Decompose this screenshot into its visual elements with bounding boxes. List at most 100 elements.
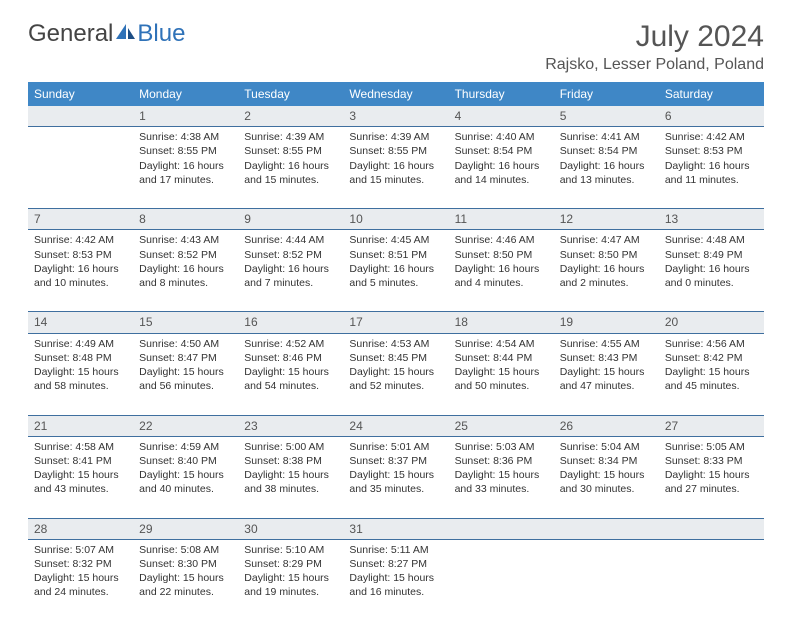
daylight-text-1: Daylight: 15 hours xyxy=(244,468,337,482)
daylight-text-2: and 0 minutes. xyxy=(665,276,758,290)
day-data-cell xyxy=(28,127,133,209)
weekday-header: Thursday xyxy=(449,82,554,106)
daylight-text-1: Daylight: 15 hours xyxy=(34,571,127,585)
day-number-cell: 12 xyxy=(554,209,659,230)
sunrise-text: Sunrise: 4:49 AM xyxy=(34,337,127,351)
day-data-cell: Sunrise: 4:42 AMSunset: 8:53 PMDaylight:… xyxy=(659,127,764,209)
sunrise-text: Sunrise: 5:04 AM xyxy=(560,440,653,454)
day-number-cell: 16 xyxy=(238,312,343,333)
daylight-text-2: and 2 minutes. xyxy=(560,276,653,290)
daylight-text-1: Daylight: 15 hours xyxy=(349,468,442,482)
day-data-row: Sunrise: 4:58 AMSunset: 8:41 PMDaylight:… xyxy=(28,436,764,518)
day-number-cell: 11 xyxy=(449,209,554,230)
weekday-header: Monday xyxy=(133,82,238,106)
sunset-text: Sunset: 8:51 PM xyxy=(349,248,442,262)
sunrise-text: Sunrise: 4:50 AM xyxy=(139,337,232,351)
sunrise-text: Sunrise: 4:42 AM xyxy=(34,233,127,247)
daylight-text-1: Daylight: 16 hours xyxy=(455,262,548,276)
daylight-text-1: Daylight: 16 hours xyxy=(560,262,653,276)
sunrise-text: Sunrise: 4:47 AM xyxy=(560,233,653,247)
sunrise-text: Sunrise: 4:44 AM xyxy=(244,233,337,247)
daylight-text-1: Daylight: 15 hours xyxy=(244,571,337,585)
day-number-cell: 5 xyxy=(554,106,659,127)
sunrise-text: Sunrise: 4:58 AM xyxy=(34,440,127,454)
sunset-text: Sunset: 8:43 PM xyxy=(560,351,653,365)
day-number-row: 78910111213 xyxy=(28,209,764,230)
day-number-row: 14151617181920 xyxy=(28,312,764,333)
daylight-text-2: and 11 minutes. xyxy=(665,173,758,187)
day-number-cell: 4 xyxy=(449,106,554,127)
logo-text-2: Blue xyxy=(137,20,185,48)
sunset-text: Sunset: 8:40 PM xyxy=(139,454,232,468)
day-data-cell: Sunrise: 4:59 AMSunset: 8:40 PMDaylight:… xyxy=(133,436,238,518)
day-data-cell: Sunrise: 4:49 AMSunset: 8:48 PMDaylight:… xyxy=(28,333,133,415)
sunset-text: Sunset: 8:54 PM xyxy=(560,144,653,158)
day-data-cell: Sunrise: 4:45 AMSunset: 8:51 PMDaylight:… xyxy=(343,230,448,312)
daylight-text-1: Daylight: 16 hours xyxy=(349,262,442,276)
sunrise-text: Sunrise: 4:48 AM xyxy=(665,233,758,247)
daylight-text-1: Daylight: 15 hours xyxy=(560,468,653,482)
day-number-cell: 14 xyxy=(28,312,133,333)
page-header: General Blue July 2024 Rajsko, Lesser Po… xyxy=(28,20,764,74)
sunrise-text: Sunrise: 4:43 AM xyxy=(139,233,232,247)
day-data-cell: Sunrise: 4:54 AMSunset: 8:44 PMDaylight:… xyxy=(449,333,554,415)
day-data-row: Sunrise: 4:42 AMSunset: 8:53 PMDaylight:… xyxy=(28,230,764,312)
daylight-text-1: Daylight: 16 hours xyxy=(349,159,442,173)
day-data-row: Sunrise: 5:07 AMSunset: 8:32 PMDaylight:… xyxy=(28,539,764,621)
daylight-text-2: and 47 minutes. xyxy=(560,379,653,393)
day-data-cell xyxy=(554,539,659,621)
day-number-cell: 1 xyxy=(133,106,238,127)
day-number-cell: 27 xyxy=(659,415,764,436)
daylight-text-1: Daylight: 16 hours xyxy=(139,159,232,173)
sunrise-text: Sunrise: 4:41 AM xyxy=(560,130,653,144)
daylight-text-2: and 56 minutes. xyxy=(139,379,232,393)
sunset-text: Sunset: 8:45 PM xyxy=(349,351,442,365)
sunrise-text: Sunrise: 4:40 AM xyxy=(455,130,548,144)
daylight-text-2: and 5 minutes. xyxy=(349,276,442,290)
day-number-cell: 9 xyxy=(238,209,343,230)
daylight-text-1: Daylight: 16 hours xyxy=(244,159,337,173)
weekday-header: Friday xyxy=(554,82,659,106)
daylight-text-2: and 14 minutes. xyxy=(455,173,548,187)
sunrise-text: Sunrise: 4:56 AM xyxy=(665,337,758,351)
daylight-text-2: and 7 minutes. xyxy=(244,276,337,290)
sunrise-text: Sunrise: 4:53 AM xyxy=(349,337,442,351)
day-data-cell: Sunrise: 5:10 AMSunset: 8:29 PMDaylight:… xyxy=(238,539,343,621)
daylight-text-1: Daylight: 15 hours xyxy=(34,365,127,379)
weekday-header: Saturday xyxy=(659,82,764,106)
daylight-text-1: Daylight: 16 hours xyxy=(244,262,337,276)
daylight-text-1: Daylight: 16 hours xyxy=(665,262,758,276)
logo: General Blue xyxy=(28,20,185,48)
daylight-text-1: Daylight: 15 hours xyxy=(34,468,127,482)
sunset-text: Sunset: 8:55 PM xyxy=(139,144,232,158)
sunrise-text: Sunrise: 4:46 AM xyxy=(455,233,548,247)
sunset-text: Sunset: 8:37 PM xyxy=(349,454,442,468)
day-number-cell: 21 xyxy=(28,415,133,436)
day-data-cell: Sunrise: 4:39 AMSunset: 8:55 PMDaylight:… xyxy=(238,127,343,209)
sunset-text: Sunset: 8:29 PM xyxy=(244,557,337,571)
day-data-cell: Sunrise: 5:07 AMSunset: 8:32 PMDaylight:… xyxy=(28,539,133,621)
sunrise-text: Sunrise: 4:39 AM xyxy=(349,130,442,144)
sunset-text: Sunset: 8:50 PM xyxy=(455,248,548,262)
daylight-text-2: and 13 minutes. xyxy=(560,173,653,187)
day-number-cell: 7 xyxy=(28,209,133,230)
day-number-cell: 3 xyxy=(343,106,448,127)
sunrise-text: Sunrise: 4:38 AM xyxy=(139,130,232,144)
day-number-cell xyxy=(449,518,554,539)
daylight-text-1: Daylight: 15 hours xyxy=(455,468,548,482)
day-data-cell: Sunrise: 4:48 AMSunset: 8:49 PMDaylight:… xyxy=(659,230,764,312)
daylight-text-2: and 35 minutes. xyxy=(349,482,442,496)
daylight-text-1: Daylight: 15 hours xyxy=(244,365,337,379)
daylight-text-1: Daylight: 16 hours xyxy=(560,159,653,173)
day-data-cell: Sunrise: 4:46 AMSunset: 8:50 PMDaylight:… xyxy=(449,230,554,312)
day-number-cell xyxy=(28,106,133,127)
daylight-text-2: and 38 minutes. xyxy=(244,482,337,496)
day-data-cell xyxy=(659,539,764,621)
sunrise-text: Sunrise: 5:01 AM xyxy=(349,440,442,454)
day-data-cell: Sunrise: 4:43 AMSunset: 8:52 PMDaylight:… xyxy=(133,230,238,312)
day-number-row: 21222324252627 xyxy=(28,415,764,436)
day-data-cell: Sunrise: 4:39 AMSunset: 8:55 PMDaylight:… xyxy=(343,127,448,209)
daylight-text-1: Daylight: 15 hours xyxy=(349,365,442,379)
sunrise-text: Sunrise: 5:08 AM xyxy=(139,543,232,557)
sunset-text: Sunset: 8:42 PM xyxy=(665,351,758,365)
